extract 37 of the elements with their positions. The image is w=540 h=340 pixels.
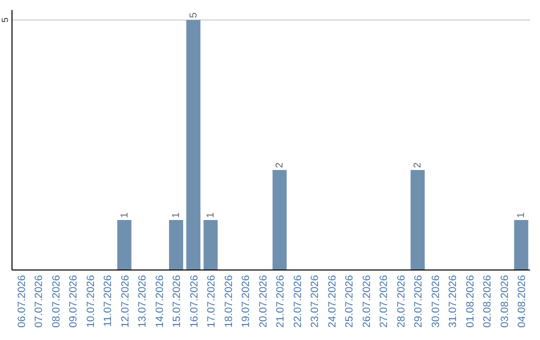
x-tick-label: 28.07.2026	[395, 274, 408, 328]
x-tick-label: 17.07.2026	[206, 274, 218, 328]
x-tick-label: 18.07.2026	[222, 274, 235, 328]
x-tick-label: 13.07.2026	[136, 274, 149, 328]
x-tick-label: 25.07.2026	[344, 274, 356, 328]
x-tick-label: 04.08.2026	[516, 274, 528, 328]
x-tick-label: 06.07.2026	[16, 274, 28, 328]
x-tick-label: 29.07.2026	[412, 274, 425, 328]
x-tick-label: 19.07.2026	[240, 274, 252, 328]
x-tick-label: 09.07.2026	[68, 274, 80, 328]
data-label: 1	[171, 212, 182, 218]
x-tick-label: 08.07.2026	[50, 274, 62, 328]
x-tick-label: 30.07.2026	[430, 274, 442, 328]
x-tick-label: 15.07.2026	[171, 274, 184, 328]
data-label: 1	[206, 212, 217, 218]
x-tick-label: 14.07.2026	[154, 274, 166, 328]
x-tick-label: 12.07.2026	[119, 274, 132, 328]
x-tick-label: 20.07.2026	[257, 274, 270, 328]
x-tick-label: 24.07.2026	[326, 274, 338, 328]
x-tick-label: 16.07.2026	[188, 274, 200, 328]
x-tick-label: 27.07.2026	[378, 274, 390, 328]
data-label: 5	[188, 12, 200, 18]
data-label: 2	[412, 162, 424, 168]
x-tick-label: 23.07.2026	[309, 274, 322, 328]
x-tick-label: 22.07.2026	[292, 274, 304, 328]
x-tick-label: 01.08.2026	[464, 274, 476, 328]
data-label: 1	[119, 212, 130, 218]
data-label: 2	[274, 162, 286, 168]
x-tick-label: 31.07.2026	[447, 274, 460, 328]
x-tick-label: 10.07.2026	[84, 274, 97, 328]
x-tick-label: 02.08.2026	[482, 274, 494, 328]
x-tick-label: 21.07.2026	[274, 274, 287, 328]
x-tick-label: 07.07.2026	[33, 274, 46, 328]
data-label: 1	[516, 212, 528, 218]
x-tick-label: 26.07.2026	[360, 274, 373, 328]
x-tick-label: 11.07.2026	[102, 274, 114, 327]
x-tick-label: 03.08.2026	[498, 274, 511, 328]
